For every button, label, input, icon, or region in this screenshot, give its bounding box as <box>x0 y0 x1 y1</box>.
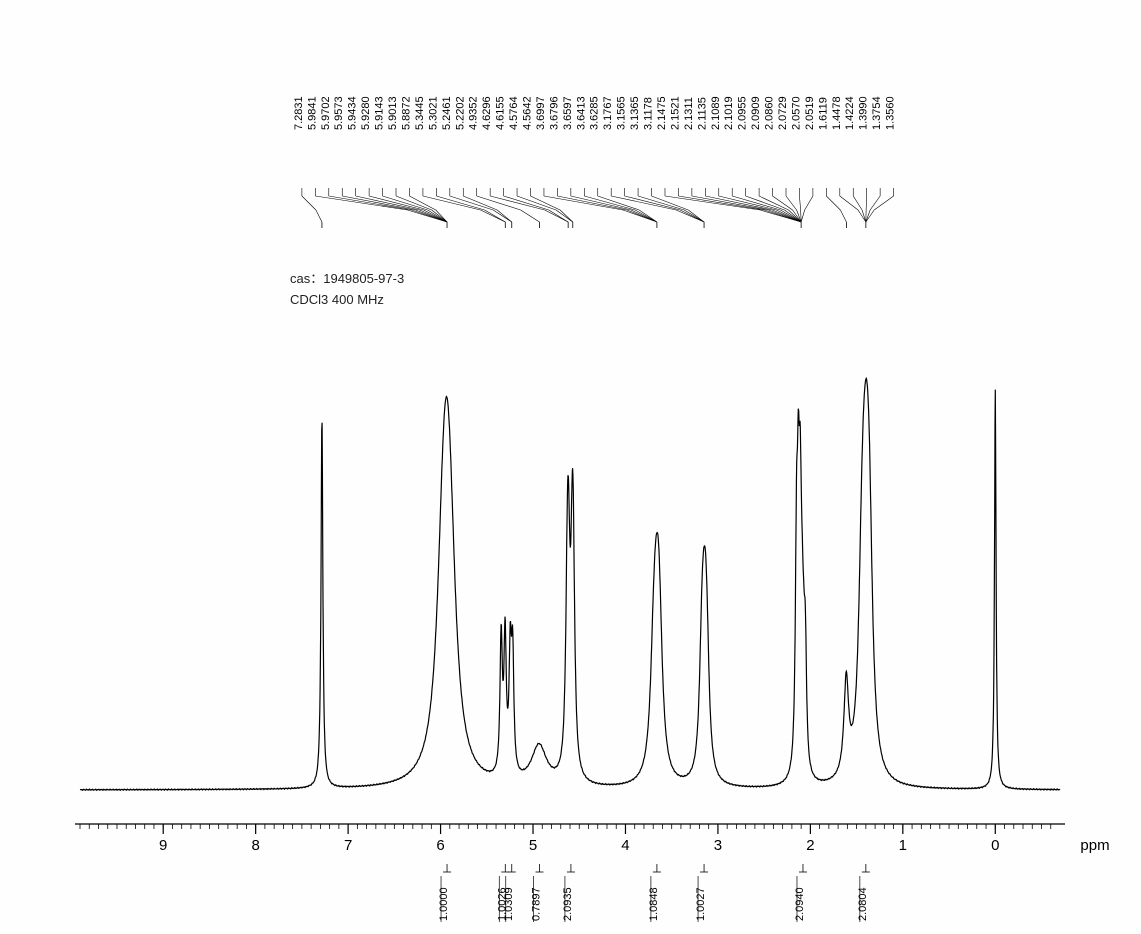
peak-label: 2.1475 <box>656 96 668 130</box>
peak-label: 1.6119 <box>817 97 829 130</box>
peak-label: 3.1565 <box>616 96 628 130</box>
axis-tick-label: 6 <box>436 837 444 854</box>
axis-tick-label: 4 <box>621 837 629 854</box>
peak-label: 4.6296 <box>481 96 493 130</box>
peak-label: 1.3560 <box>885 96 897 130</box>
cas-label: cas：1949805-97-3 <box>290 268 404 287</box>
integration-label: 2.0940 <box>794 887 806 921</box>
peak-label: 2.0909 <box>750 96 762 130</box>
peak-label: 1.3990 <box>858 96 870 130</box>
peak-label: 4.5764 <box>508 96 520 130</box>
peak-label: 5.9573 <box>333 96 345 130</box>
peak-label: 4.9352 <box>468 96 480 130</box>
integration-labels: 1.00001.00261.03090.78972.09351.08481.00… <box>438 864 870 922</box>
peak-label: 5.8872 <box>401 96 413 130</box>
peak-label: 4.6155 <box>495 96 507 130</box>
peak-label: 3.6796 <box>548 96 560 130</box>
peak-label: 3.6413 <box>575 96 587 130</box>
peak-label: 3.6285 <box>589 96 601 130</box>
integration-label: 0.7897 <box>531 887 543 921</box>
peak-label: 5.2202 <box>454 96 466 130</box>
peak-label: 2.1135 <box>696 97 708 130</box>
peak-label: 5.9143 <box>374 96 386 130</box>
peak-label: 5.2461 <box>441 96 453 130</box>
peak-label: 2.0955 <box>737 96 749 130</box>
peak-label: 2.0729 <box>777 96 789 130</box>
peak-label: 5.9434 <box>347 96 359 130</box>
solvent-label: CDCl3 400 MHz <box>290 292 384 307</box>
integration-label: 2.0935 <box>562 887 574 921</box>
axis-tick-label: 7 <box>344 837 352 854</box>
axis-unit-label: ppm <box>1080 837 1109 854</box>
spectrum-trace <box>80 378 1060 790</box>
axis-tick-label: 8 <box>251 837 259 854</box>
peak-label: 5.9841 <box>306 96 318 130</box>
peak-label: 2.1019 <box>723 96 735 130</box>
peak-label: 2.0570 <box>791 96 803 130</box>
peak-label: 3.6597 <box>562 96 574 130</box>
peak-label: 3.1365 <box>629 96 641 130</box>
peak-label: 2.1311 <box>683 97 695 130</box>
integration-label: 2.0804 <box>857 887 869 921</box>
peak-labels: 7.28315.98415.97025.95735.94345.92805.91… <box>293 96 897 228</box>
peak-label: 5.3021 <box>427 96 439 130</box>
peak-label: 1.4478 <box>831 96 843 130</box>
integration-label: 1.0000 <box>438 887 450 921</box>
integration-label: 1.0848 <box>648 887 660 921</box>
peak-label: 7.2831 <box>293 96 305 130</box>
peak-label: 2.1089 <box>710 96 722 130</box>
integration-label: 1.0309 <box>503 887 515 921</box>
peak-label: 1.4224 <box>844 96 856 130</box>
axis-tick-label: 2 <box>806 837 814 854</box>
peak-label: 3.1767 <box>602 96 614 130</box>
peak-label: 3.6997 <box>535 96 547 130</box>
nmr-spectrum-svg: 9876543210ppm7.28315.98415.97025.95735.9… <box>0 0 1141 934</box>
peak-label: 5.3445 <box>414 96 426 130</box>
axis-tick-label: 9 <box>159 837 167 854</box>
peak-label: 5.9702 <box>320 96 332 130</box>
axis-tick-label: 0 <box>991 837 999 854</box>
peak-label: 3.1178 <box>643 97 655 130</box>
integration-label: 1.0027 <box>695 887 707 921</box>
peak-label: 5.9013 <box>387 96 399 130</box>
axis-tick-label: 1 <box>899 837 907 854</box>
peak-label: 5.9280 <box>360 96 372 130</box>
peak-label: 2.0860 <box>764 96 776 130</box>
x-axis: 9 8 7 6 5 4 3 2 1 0 ppm <box>75 824 1110 854</box>
axis-tick-label: 3 <box>714 837 722 854</box>
peak-label: 4.5642 <box>522 96 534 130</box>
peak-label: 1.3754 <box>871 96 883 130</box>
axis-tick-label: 5 <box>529 837 537 854</box>
peak-label: 2.0519 <box>804 96 816 130</box>
peak-label: 2.1521 <box>669 96 681 130</box>
